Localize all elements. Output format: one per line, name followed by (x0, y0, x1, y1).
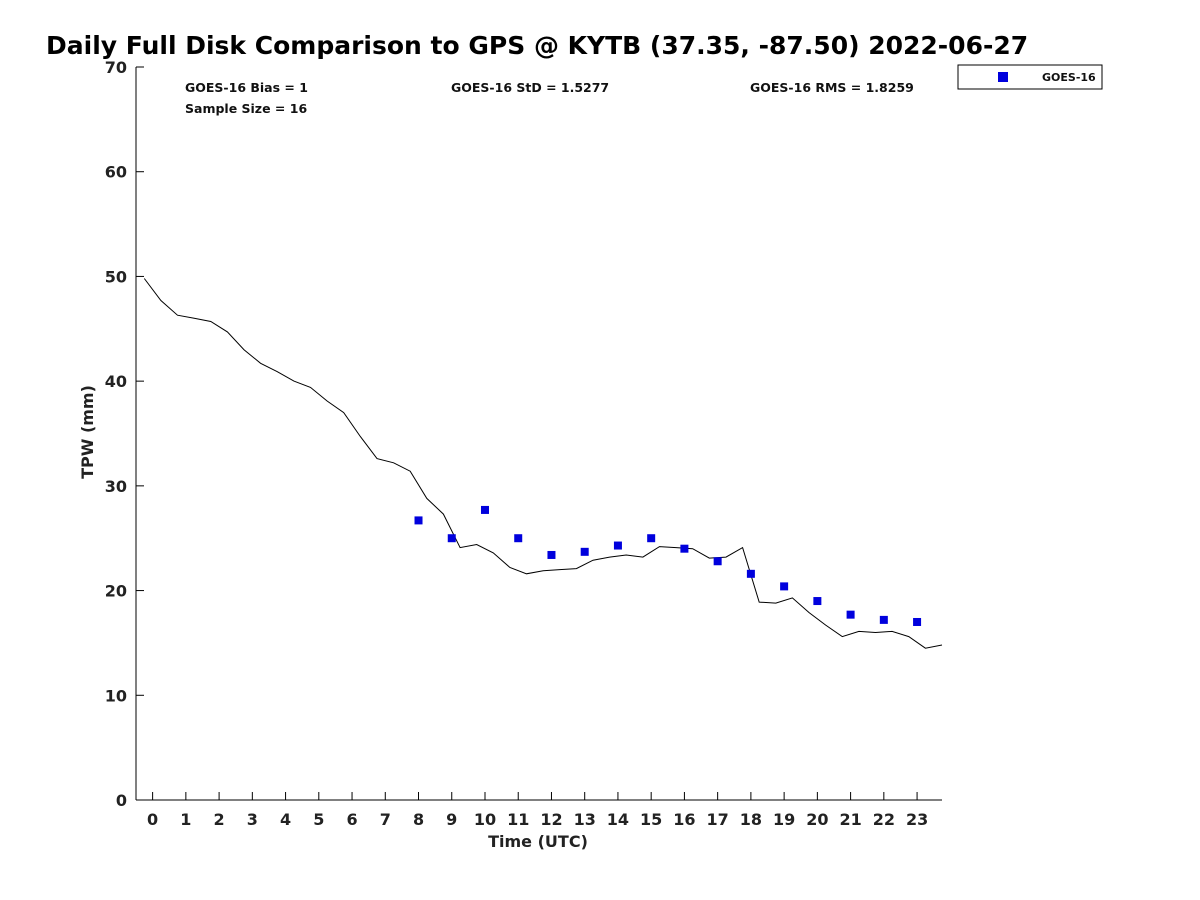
y-axis-label: TPW (mm) (78, 385, 97, 479)
bias-annotation: GOES-16 Bias = 1 (185, 80, 308, 95)
gps-series-line (143, 278, 943, 649)
goes16-point (846, 610, 855, 619)
goes16-point (547, 550, 556, 559)
x-tick-label: 6 (346, 810, 357, 829)
goes16-point (414, 516, 423, 525)
stats-annotations: GOES-16 Bias = 1 Sample Size = 16 GOES-1… (185, 80, 914, 116)
x-tick-label: 15 (640, 810, 662, 829)
y-ticks: 0 10 20 30 40 50 60 70 (105, 58, 144, 810)
y-tick-label: 60 (105, 163, 127, 182)
chart-title: Daily Full Disk Comparison to GPS @ KYTB… (46, 31, 1028, 60)
sample-size-annotation: Sample Size = 16 (185, 101, 307, 116)
y-tick-label: 20 (105, 582, 127, 601)
rms-annotation: GOES-16 RMS = 1.8259 (750, 80, 914, 95)
y-tick-label: 0 (116, 791, 127, 810)
goes16-point (746, 569, 755, 578)
x-tick-label: 4 (280, 810, 291, 829)
x-tick-label: 10 (474, 810, 496, 829)
x-tick-label: 17 (707, 810, 729, 829)
x-tick-label: 13 (574, 810, 596, 829)
x-ticks: 0 1 2 3 4 5 6 7 8 9 10 11 12 13 14 15 16 17 18 19 20 21 22 23 (147, 792, 928, 829)
x-tick-label: 0 (147, 810, 158, 829)
goes16-point (813, 597, 822, 606)
axes (135, 67, 942, 801)
y-tick-label: 50 (105, 267, 127, 286)
gps-series (143, 278, 943, 649)
goes16-point (713, 557, 722, 566)
x-tick-label: 20 (806, 810, 828, 829)
y-tick-label: 70 (105, 58, 127, 77)
goes16-series (414, 505, 922, 626)
x-tick-label: 12 (540, 810, 562, 829)
x-tick-label: 21 (839, 810, 861, 829)
goes16-point (613, 541, 622, 550)
x-tick-label: 11 (507, 810, 529, 829)
x-tick-label: 3 (247, 810, 258, 829)
goes16-point (514, 534, 523, 543)
goes16-point (680, 544, 689, 553)
goes16-point (647, 534, 656, 543)
x-axis-label: Time (UTC) (488, 832, 588, 851)
goes16-point (780, 582, 789, 591)
goes16-point (913, 617, 922, 626)
x-tick-label: 22 (873, 810, 895, 829)
x-tick-label: 9 (446, 810, 457, 829)
goes16-point (447, 534, 456, 543)
y-tick-label: 40 (105, 372, 127, 391)
x-tick-label: 5 (313, 810, 324, 829)
x-tick-label: 2 (214, 810, 225, 829)
goes16-point (580, 547, 589, 556)
x-tick-label: 14 (607, 810, 629, 829)
legend-box (957, 64, 1103, 90)
x-tick-label: 7 (380, 810, 391, 829)
x-tick-label: 1 (180, 810, 191, 829)
y-tick-label: 30 (105, 477, 127, 496)
goes16-point (480, 505, 489, 514)
x-tick-label: 19 (773, 810, 795, 829)
std-annotation: GOES-16 StD = 1.5277 (451, 80, 609, 95)
legend-marker-goes16 (998, 72, 1008, 82)
goes16-point (879, 615, 888, 624)
x-tick-label: 18 (740, 810, 762, 829)
legend-label-goes16: GOES-16 (1042, 71, 1096, 84)
legend: GOES-16 (957, 64, 1103, 90)
x-tick-label: 8 (413, 810, 424, 829)
y-tick-label: 10 (105, 686, 127, 705)
x-tick-label: 16 (673, 810, 695, 829)
x-tick-label: 23 (906, 810, 928, 829)
